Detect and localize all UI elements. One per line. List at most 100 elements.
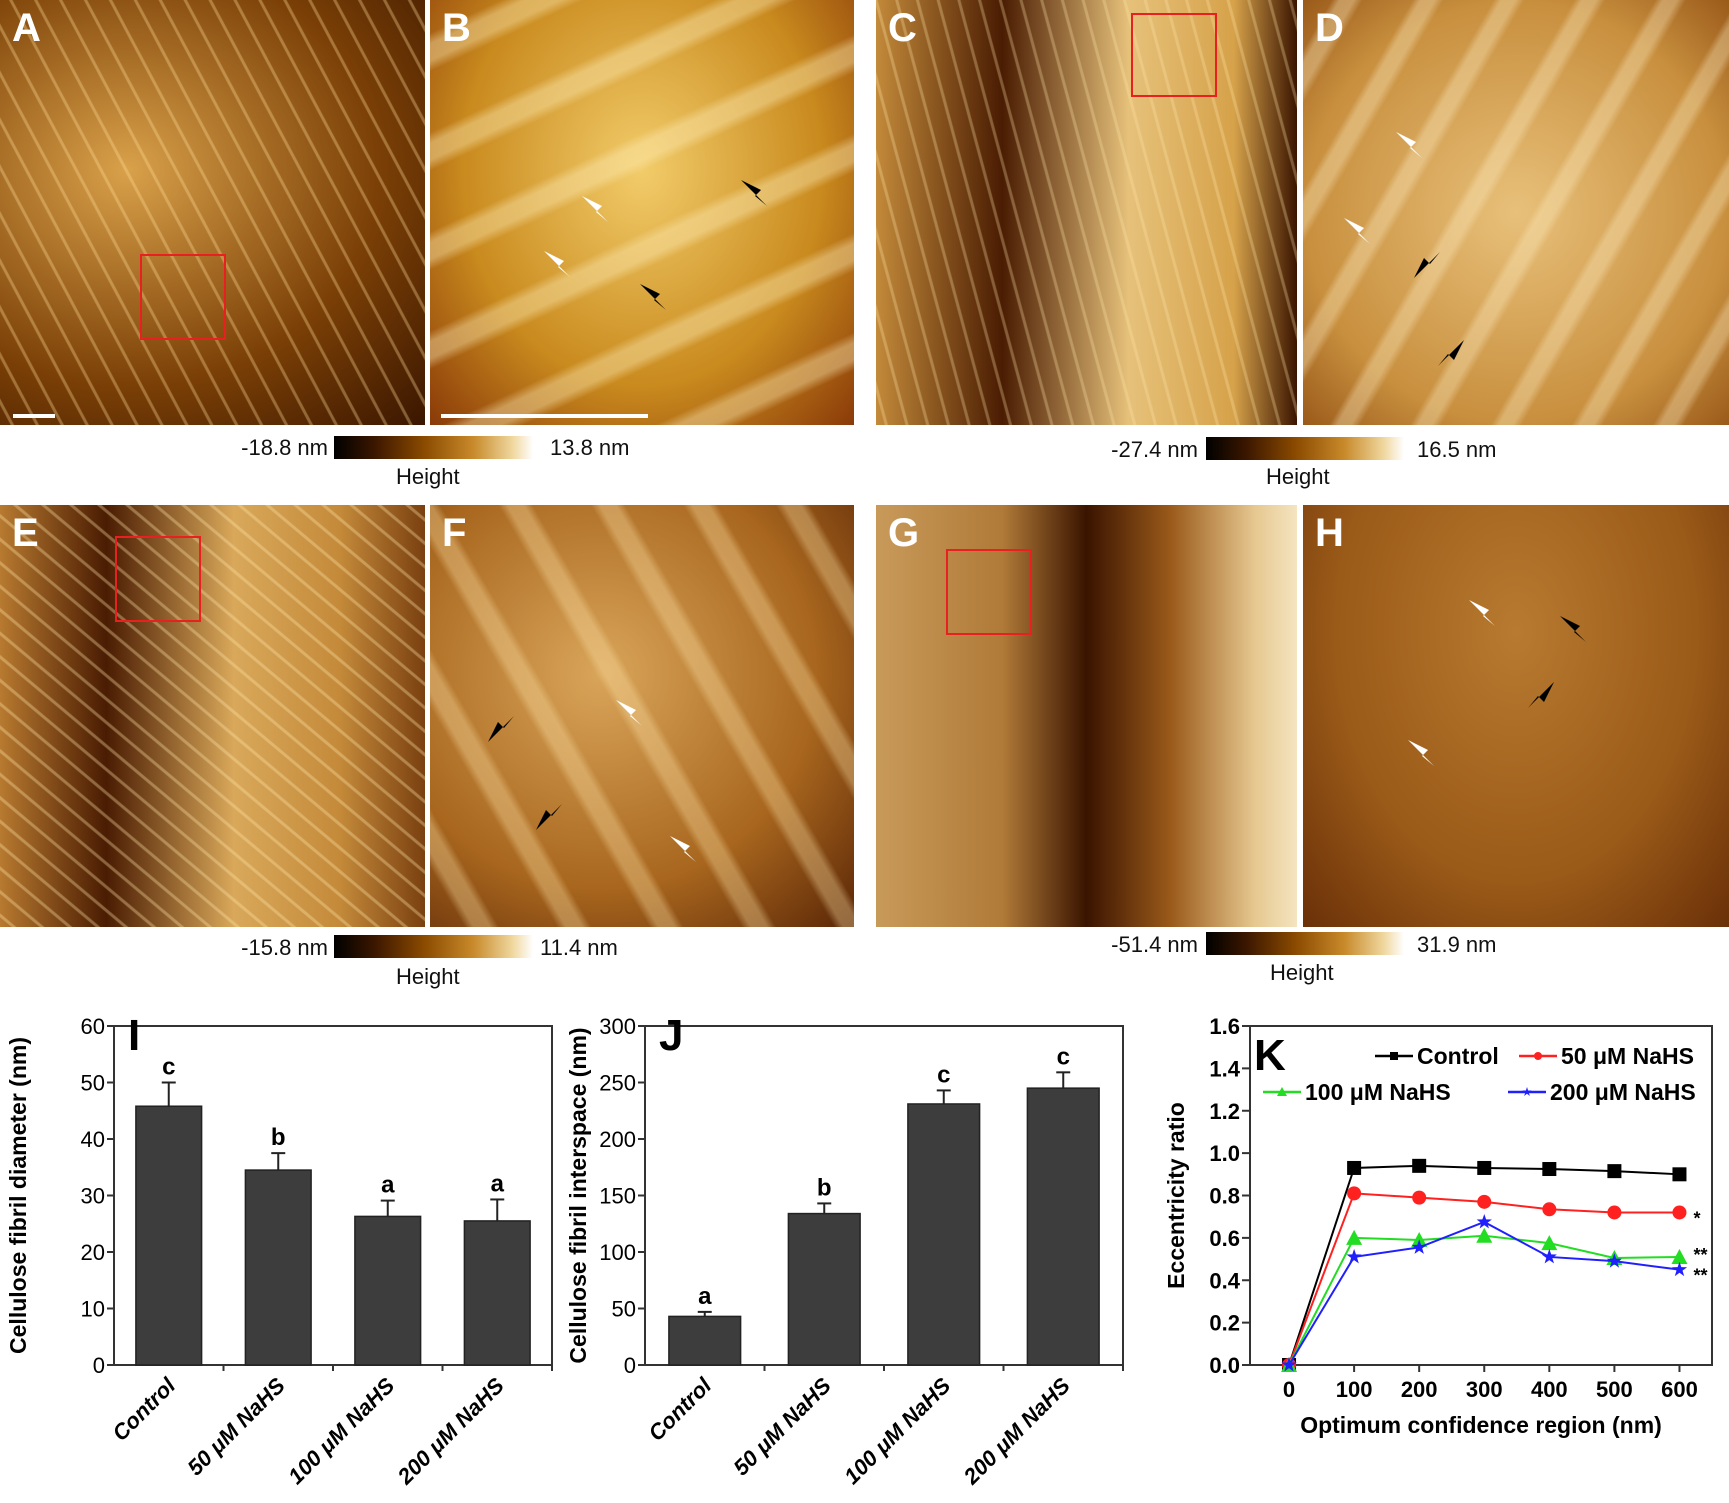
x-tick-label: 100 bbox=[1336, 1377, 1373, 1402]
y-tick-label: 150 bbox=[599, 1184, 636, 1209]
colorbar-min: -15.8 nm bbox=[241, 935, 328, 960]
bar bbox=[1026, 1087, 1100, 1366]
x-tick-label: 500 bbox=[1596, 1377, 1633, 1402]
significance-letter: a bbox=[491, 1170, 505, 1197]
bar bbox=[907, 1103, 981, 1366]
x-tick-label: 0 bbox=[1283, 1377, 1295, 1402]
y-tick-label: 0.8 bbox=[1209, 1184, 1240, 1209]
data-point bbox=[1412, 1158, 1427, 1173]
y-axis-label: Eccentricity ratio bbox=[1163, 1102, 1189, 1289]
colorbar-max: 13.8 nm bbox=[550, 435, 630, 460]
data-point bbox=[1534, 1052, 1542, 1060]
colorbar-max: 31.9 nm bbox=[1417, 932, 1497, 957]
panel-label: K bbox=[1254, 1031, 1286, 1080]
zoom-region-box bbox=[140, 254, 226, 340]
colorbar-title: Height bbox=[1270, 960, 1334, 985]
data-point bbox=[1672, 1167, 1687, 1182]
bar bbox=[463, 1220, 531, 1366]
y-tick-label: 0.4 bbox=[1209, 1268, 1240, 1293]
x-tick-label: Control bbox=[107, 1372, 181, 1446]
colorbar-gradient bbox=[334, 436, 533, 459]
colorbar-min: -18.8 nm bbox=[241, 435, 328, 460]
data-point bbox=[1607, 1205, 1622, 1220]
y-tick-label: 1.0 bbox=[1209, 1141, 1240, 1166]
significance-letter: c bbox=[937, 1061, 950, 1088]
panel-label: H bbox=[1315, 511, 1344, 555]
white-arrowhead-icon bbox=[578, 192, 612, 226]
black-arrowhead-icon bbox=[1556, 612, 1590, 646]
y-tick-label: 0.2 bbox=[1209, 1311, 1240, 1336]
significance-letter: a bbox=[698, 1283, 712, 1310]
x-tick-label: 200 bbox=[1401, 1377, 1438, 1402]
bar bbox=[354, 1215, 422, 1366]
significance-letter: b bbox=[817, 1174, 832, 1201]
panel-label: F bbox=[442, 511, 467, 555]
y-tick-label: 10 bbox=[81, 1297, 105, 1322]
significance-letter: c bbox=[1057, 1043, 1070, 1070]
significance-mark: * bbox=[1693, 1208, 1700, 1228]
significance-mark: ** bbox=[1693, 1245, 1707, 1265]
significance-letter: b bbox=[271, 1124, 286, 1151]
chart-k-eccentricity: 0.0 0.2 0.4 0.6 0.8 1.0 1.2 1.4 1.6 0 100 200 300 400… bbox=[1163, 1014, 1713, 1438]
afm-panel-g: G bbox=[876, 505, 1297, 927]
white-arrowhead-icon bbox=[612, 696, 646, 730]
chart-i-fibril-diameter: 0 10 20 30 40 50 60 c Control b 50 μM NaHS a 100 μM … bbox=[5, 1011, 553, 1490]
y-tick-label: 1.4 bbox=[1209, 1056, 1240, 1081]
white-arrowhead-icon bbox=[540, 247, 574, 281]
y-tick-label: 50 bbox=[81, 1071, 105, 1096]
black-arrowhead-icon bbox=[484, 712, 518, 746]
colorbar-gradient bbox=[334, 935, 533, 958]
white-arrowhead-icon bbox=[1340, 214, 1374, 248]
data-point bbox=[1277, 1087, 1287, 1096]
colorbar-max: 16.5 nm bbox=[1417, 437, 1497, 462]
data-point bbox=[1346, 1248, 1362, 1264]
significance-letter: c bbox=[162, 1054, 175, 1081]
white-arrowhead-icon bbox=[1392, 128, 1426, 162]
white-arrowhead-icon bbox=[666, 832, 700, 866]
black-arrowhead-icon bbox=[532, 800, 566, 834]
colorbar-title: Height bbox=[396, 964, 460, 989]
y-tick-label: 0.6 bbox=[1209, 1226, 1240, 1251]
data-point bbox=[1281, 1357, 1297, 1372]
data-point bbox=[1671, 1248, 1688, 1264]
colorbar-min: -27.4 nm bbox=[1111, 437, 1198, 462]
y-axis-label: Cellulose fibril diameter (nm) bbox=[5, 1037, 31, 1354]
significance-letter: a bbox=[381, 1172, 395, 1199]
legend-label: Control bbox=[1417, 1043, 1499, 1069]
y-axis-label: Cellulose fibril interspace (nm) bbox=[568, 1027, 591, 1363]
white-arrowhead-icon bbox=[1465, 596, 1499, 630]
y-tick-label: 0 bbox=[93, 1353, 105, 1378]
y-tick-label: 250 bbox=[599, 1071, 636, 1096]
afm-panel-c: C bbox=[876, 0, 1297, 425]
bar bbox=[244, 1169, 312, 1366]
significance-mark: ** bbox=[1693, 1266, 1707, 1286]
panel-label: D bbox=[1315, 6, 1344, 50]
bar bbox=[787, 1212, 861, 1366]
legend-label: 50 μM NaHS bbox=[1561, 1043, 1694, 1069]
data-point bbox=[1347, 1186, 1362, 1201]
data-point bbox=[1390, 1052, 1398, 1060]
colorbar-gradient bbox=[1206, 437, 1404, 460]
panel-label: I bbox=[128, 1011, 140, 1060]
colorbar-gradient bbox=[1206, 932, 1404, 955]
x-tick-label: Control bbox=[643, 1372, 717, 1446]
data-point bbox=[1477, 1194, 1492, 1209]
data-point bbox=[1476, 1227, 1493, 1243]
black-arrowhead-icon bbox=[1410, 248, 1444, 282]
panel-label: E bbox=[12, 511, 39, 555]
x-tick-label: 100 μM NaHS bbox=[839, 1373, 955, 1489]
y-tick-label: 0 bbox=[624, 1353, 636, 1378]
y-tick-label: 0.0 bbox=[1209, 1353, 1240, 1378]
y-tick-label: 30 bbox=[81, 1184, 105, 1209]
x-tick-label: 200 μM NaHS bbox=[958, 1373, 1075, 1490]
data-point bbox=[1346, 1229, 1363, 1245]
panel-label: A bbox=[12, 6, 41, 50]
data-point bbox=[1541, 1248, 1557, 1264]
legend-label: 200 μM NaHS bbox=[1550, 1079, 1696, 1105]
x-tick-label: 200 μM NaHS bbox=[392, 1373, 509, 1490]
zoom-region-box bbox=[946, 549, 1032, 635]
colorbar-title: Height bbox=[1266, 464, 1330, 489]
data-point bbox=[1522, 1087, 1532, 1096]
y-tick-label: 300 bbox=[599, 1014, 636, 1039]
chart-j-fibril-interspace: 0 50 100 150 200 250 300 a Control b 50 μM NaHS c 10… bbox=[568, 1011, 1124, 1490]
